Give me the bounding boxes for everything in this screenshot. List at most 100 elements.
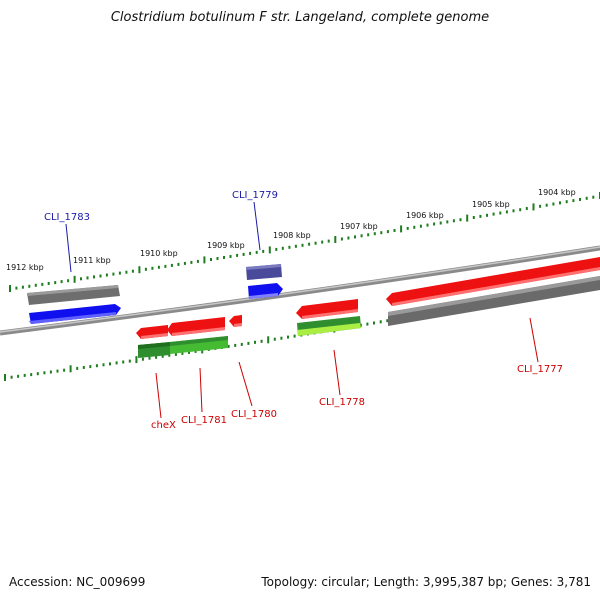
scale-tick <box>314 241 317 245</box>
scale-tick <box>400 225 403 233</box>
scale-tick <box>151 266 154 270</box>
scale-tick <box>47 282 50 285</box>
scale-tick <box>236 253 239 257</box>
scale-tick <box>433 222 436 226</box>
kbp-label: 1905 kbp <box>472 200 510 209</box>
gene-label-cli-1781[interactable]: CLI_1781 <box>181 415 227 426</box>
gene-chex[interactable] <box>136 325 170 358</box>
scale-tick <box>76 366 79 370</box>
scale-tick <box>393 229 396 232</box>
scale-tick <box>36 372 39 376</box>
scale-tick <box>164 264 167 268</box>
scale-tick <box>334 236 337 243</box>
kbp-label: 1912 kbp <box>6 263 44 272</box>
scale-tick <box>459 218 462 222</box>
scale-tick <box>579 198 581 201</box>
scale-tick <box>360 234 363 238</box>
scale-tick <box>34 283 37 287</box>
scale-tick <box>21 285 24 289</box>
scale-tick <box>545 203 548 207</box>
scale-tick <box>69 365 72 373</box>
scale-tick <box>275 247 278 251</box>
gene-label-cli-1783[interactable]: CLI_1783 <box>44 212 90 223</box>
scale-tick <box>280 336 283 340</box>
scale-tick <box>552 202 555 206</box>
leader-line <box>238 361 253 407</box>
scale-tick <box>472 216 475 219</box>
scale-tick <box>56 369 59 373</box>
scale-tick <box>321 240 324 244</box>
scale-tick <box>135 356 138 364</box>
scale-tick <box>49 370 52 374</box>
scale-tick <box>419 224 422 228</box>
scale-tick <box>105 273 108 277</box>
scale-tick <box>28 284 31 288</box>
scale-tick <box>492 212 495 216</box>
gene-label-cli-1779[interactable]: CLI_1779 <box>232 190 278 201</box>
scale-tick <box>80 277 82 281</box>
accession-text: Accession: NC_009699 <box>9 575 146 589</box>
scale-tick <box>168 353 171 357</box>
scale-tick <box>340 237 343 241</box>
scale-tick <box>170 263 173 267</box>
gene-cli-1777[interactable] <box>386 257 600 326</box>
scale-tick <box>327 239 330 243</box>
gene-label-chex[interactable]: cheX <box>151 420 176 431</box>
scale-tick <box>4 374 6 381</box>
scale-tick <box>177 262 180 266</box>
scale-tick <box>367 233 370 237</box>
scale-tick <box>406 226 409 230</box>
scale-tick <box>267 336 270 344</box>
gene-label-cli-1780[interactable]: CLI_1780 <box>231 409 277 420</box>
scale-tick <box>247 341 250 345</box>
scale-tick <box>125 270 128 274</box>
gene-label-cli-1777[interactable]: CLI_1777 <box>517 364 563 375</box>
gene-cli-1778[interactable] <box>296 299 361 336</box>
scale-tick <box>131 269 134 273</box>
scale-tick <box>60 280 63 284</box>
scale-tick <box>54 281 57 285</box>
gene-cli-1780[interactable] <box>229 315 242 327</box>
scale-tick <box>565 200 568 204</box>
scale-tick <box>380 231 383 235</box>
scale-tick <box>373 232 376 236</box>
scale-tick <box>572 199 575 203</box>
scale-tick <box>118 271 121 275</box>
scale-tick <box>174 352 177 356</box>
scale-tick <box>115 361 118 365</box>
scale-tick <box>67 279 70 283</box>
scale-tick <box>466 214 469 222</box>
scale-tick <box>148 356 151 360</box>
kbp-label: 1910 kbp <box>140 249 178 258</box>
scale-tick <box>281 246 284 250</box>
scale-tick <box>359 323 362 327</box>
scale-tick <box>102 363 105 367</box>
scale-tick <box>229 255 232 258</box>
scale-tick <box>505 210 508 214</box>
leader-line <box>529 317 539 363</box>
scale-tick <box>63 368 66 372</box>
scale-tick <box>183 261 186 265</box>
scale-tick <box>43 371 46 375</box>
scale-tick <box>354 235 356 239</box>
leader-line <box>199 367 203 413</box>
gene-cli-1783[interactable] <box>27 285 121 324</box>
scale-tick <box>446 220 449 224</box>
scale-tick <box>413 225 416 229</box>
scale-tick <box>9 285 11 292</box>
scale-tick <box>592 195 595 199</box>
scale-tick <box>525 207 528 210</box>
gene-cli-1781[interactable] <box>167 317 228 354</box>
kbp-label: 1904 kbp <box>538 188 576 197</box>
scale-tick <box>379 320 382 324</box>
scale-tick <box>288 245 291 249</box>
leader-line <box>253 201 261 251</box>
scale-tick <box>227 344 230 348</box>
scale-tick <box>203 256 206 264</box>
gene-cli-1779[interactable] <box>246 264 283 299</box>
scale-tick <box>188 350 190 354</box>
scale-tick <box>499 211 502 215</box>
gene-label-cli-1778[interactable]: CLI_1778 <box>319 397 365 408</box>
